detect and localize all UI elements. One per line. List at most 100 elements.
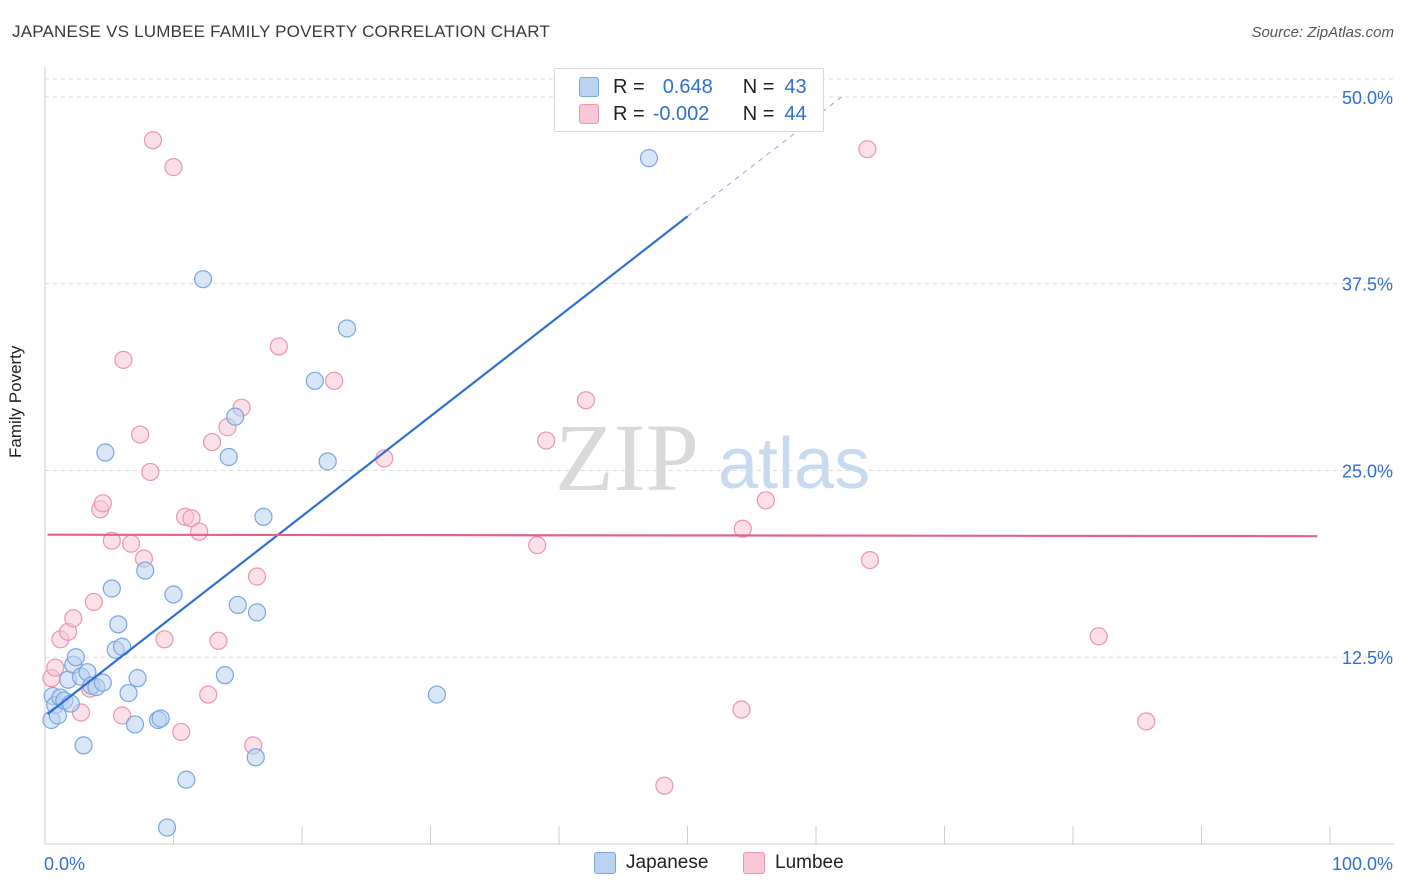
legend-n-value: 44 xyxy=(784,102,807,125)
japanese-point xyxy=(151,709,170,728)
japanese-point xyxy=(102,579,121,598)
japanese-point xyxy=(164,585,183,604)
japanese-point xyxy=(215,666,234,685)
lumbee-point xyxy=(190,522,209,541)
legend-row-japanese: R = 0.648 N = 43 xyxy=(579,75,807,99)
japanese-point xyxy=(427,685,447,704)
lumbee-point xyxy=(93,494,112,513)
bottom-legend-label: Japanese xyxy=(626,852,709,873)
japanese-point xyxy=(305,371,324,390)
japanese-trend-line xyxy=(46,215,689,715)
y-tick-label: 37.5% xyxy=(1342,275,1393,295)
lumbee-point xyxy=(130,425,150,444)
japanese-point xyxy=(228,595,247,615)
japanese-swatch xyxy=(579,77,599,97)
legend-r-value: -0.002 xyxy=(652,102,710,125)
y-tick-label: 50.0% xyxy=(1342,88,1393,108)
japanese-point xyxy=(157,818,177,837)
japanese-point xyxy=(109,615,128,634)
japanese-point xyxy=(639,149,659,168)
japanese-point xyxy=(93,673,112,692)
lumbee-point xyxy=(141,462,160,482)
bottom-legend-japanese: Japanese xyxy=(594,852,708,874)
japanese-point xyxy=(119,683,138,703)
legend-row-lumbee: R = -0.002 N = 44 xyxy=(579,102,807,126)
watermark-zip: ZIP xyxy=(555,404,699,511)
watermark: ZIP atlas xyxy=(555,404,870,511)
lumbee-swatch xyxy=(579,104,599,124)
lumbee-point xyxy=(576,391,596,410)
japanese-point xyxy=(247,603,267,622)
lumbee-point xyxy=(733,519,752,538)
japanese-point xyxy=(337,319,357,338)
bottom-legend-label: Lumbee xyxy=(775,852,844,873)
lumbee-point xyxy=(202,432,222,452)
japanese-point xyxy=(61,694,80,713)
lumbee-point xyxy=(756,491,775,510)
lumbee-point xyxy=(1137,712,1156,731)
lumbee-point xyxy=(64,609,83,628)
lumbee-point xyxy=(172,722,191,742)
japanese-point xyxy=(226,407,245,426)
lumbee-point xyxy=(46,658,65,677)
legend-r-label: R = xyxy=(613,102,645,125)
chart-title: JAPANESE VS LUMBEE FAMILY POVERTY CORREL… xyxy=(12,22,550,41)
legend-r-value: 0.648 xyxy=(662,75,713,98)
lumbee-point xyxy=(860,550,880,570)
legend-r-label: R = xyxy=(613,75,645,98)
lumbee-point xyxy=(528,536,547,555)
japanese-point xyxy=(177,770,196,789)
correlation-legend: R = 0.648 N = 43 R = -0.002 N = 44 xyxy=(554,68,824,132)
y-tick-label: 25.0% xyxy=(1342,461,1393,481)
legend-n-value: 43 xyxy=(784,75,807,98)
japanese-point xyxy=(193,270,213,289)
lumbee-point xyxy=(114,350,133,369)
japanese-swatch xyxy=(594,852,616,874)
japanese-point xyxy=(136,561,155,580)
lumbee-point xyxy=(858,140,877,159)
source-label: Source: ZipAtlas.com xyxy=(1251,24,1394,41)
lumbee-point xyxy=(182,509,201,528)
japanese-point xyxy=(246,748,265,767)
japanese-points xyxy=(42,149,659,837)
lumbee-point xyxy=(325,371,344,390)
legend-n-label: N = xyxy=(742,75,775,98)
japanese-point xyxy=(219,447,238,467)
bottom-legend-lumbee: Lumbee xyxy=(743,852,844,874)
lumbee-point xyxy=(655,776,674,795)
legend-n-label: N = xyxy=(742,102,775,125)
lumbee-trend-line xyxy=(47,533,1318,538)
japanese-point xyxy=(128,669,147,688)
x-tick-label: 100.0% xyxy=(1332,854,1393,874)
lumbee-point xyxy=(121,534,141,553)
gridlines xyxy=(45,78,1394,658)
lumbee-point xyxy=(269,337,288,356)
japanese-point xyxy=(125,715,145,734)
y-tick-label: 12.5% xyxy=(1342,648,1393,668)
x-tick-label: 0.0% xyxy=(44,854,85,874)
lumbee-point xyxy=(112,706,132,725)
lumbee-point xyxy=(209,631,228,650)
japanese-point xyxy=(318,452,337,471)
japanese-point xyxy=(66,648,85,667)
lumbee-point xyxy=(143,131,163,150)
lumbee-point xyxy=(199,685,218,704)
lumbee-point xyxy=(102,531,121,550)
y-tick-labels: 12.5% 25.0% 37.5% 50.0% xyxy=(1342,88,1393,668)
lumbee-point xyxy=(164,158,183,177)
lumbee-point xyxy=(537,431,556,450)
lumbee-point xyxy=(1089,627,1108,646)
lumbee-point xyxy=(732,700,751,719)
japanese-point xyxy=(74,736,93,755)
watermark-atlas: atlas xyxy=(718,424,870,504)
japanese-point xyxy=(96,443,115,462)
japanese-point xyxy=(254,507,273,526)
lumbee-point xyxy=(155,630,174,649)
lumbee-point xyxy=(84,592,103,612)
lumbee-point xyxy=(247,567,267,586)
x-tick-labels: 0.0% 100.0% xyxy=(44,854,1393,874)
axes xyxy=(44,67,1394,845)
y-axis-label: Family Poverty xyxy=(6,345,25,458)
lumbee-swatch xyxy=(743,852,765,874)
